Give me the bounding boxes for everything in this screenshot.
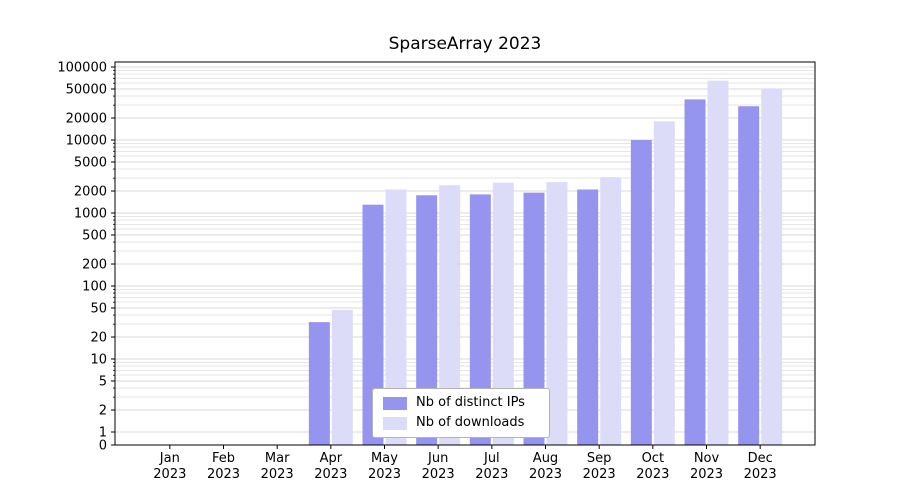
x-tick-label-month: Jun xyxy=(427,451,448,466)
x-tick-label-year: 2023 xyxy=(690,467,723,482)
bar-nb-of-distinct-ips-jul xyxy=(469,194,491,445)
x-tick-label-year: 2023 xyxy=(583,467,616,482)
y-tick-label: 200 xyxy=(82,258,107,273)
legend-item-distinct-ips: Nb of distinct IPs xyxy=(383,396,539,410)
x-tick-label-month: Feb xyxy=(212,451,235,466)
bar-nb-of-distinct-ips-aug xyxy=(523,192,545,445)
y-tick-label: 1 xyxy=(99,426,107,441)
chart-title: SparseArray 2023 xyxy=(388,34,542,54)
y-tick-label: 50000 xyxy=(66,82,107,97)
x-tick-label-month: Nov xyxy=(694,451,720,466)
legend: Nb of distinct IPs Nb of downloads xyxy=(372,388,550,438)
y-tick-label: 20000 xyxy=(66,112,107,127)
x-tick-label-month: Apr xyxy=(320,451,343,466)
bar-nb-of-downloads-nov xyxy=(707,80,729,446)
y-tick-label: 10000 xyxy=(66,134,107,149)
bar-nb-of-downloads-apr xyxy=(331,309,353,445)
y-tick-label: 20 xyxy=(90,331,107,346)
bar-nb-of-downloads-dec xyxy=(761,88,783,445)
y-tick-label: 50 xyxy=(90,301,107,316)
y-tick-label: 0 xyxy=(99,439,107,454)
legend-label-distinct-ips: Nb of distinct IPs xyxy=(416,395,525,410)
x-tick-label-year: 2023 xyxy=(314,467,347,482)
x-tick-label-month: Oct xyxy=(642,451,664,466)
x-tick-label-year: 2023 xyxy=(744,467,777,482)
x-tick-label-month: Mar xyxy=(265,451,290,466)
y-tick-label: 2000 xyxy=(74,185,107,200)
bar-nb-of-distinct-ips-oct xyxy=(630,140,652,445)
x-tick-label-year: 2023 xyxy=(529,467,562,482)
x-tick-label-year: 2023 xyxy=(153,467,186,482)
x-tick-label-year: 2023 xyxy=(261,467,294,482)
legend-item-downloads: Nb of downloads xyxy=(383,416,539,430)
y-tick-label: 5000 xyxy=(74,155,107,170)
y-tick-label: 2 xyxy=(99,404,107,419)
x-tick-label-month: May xyxy=(371,451,398,466)
x-tick-label-year: 2023 xyxy=(636,467,669,482)
axes-frame xyxy=(114,61,816,446)
bar-nb-of-distinct-ips-may xyxy=(362,204,384,445)
legend-label-downloads: Nb of downloads xyxy=(416,415,525,430)
bar-nb-of-downloads-jun xyxy=(439,185,461,446)
y-tick-label: 500 xyxy=(82,228,107,243)
x-tick-label-year: 2023 xyxy=(422,467,455,482)
bar-nb-of-distinct-ips-dec xyxy=(738,106,760,446)
x-tick-label-year: 2023 xyxy=(368,467,401,482)
y-tick-label: 100 xyxy=(82,280,107,295)
y-tick-label: 100000 xyxy=(57,61,107,76)
x-tick-label-month: Jan xyxy=(159,451,180,466)
bar-nb-of-distinct-ips-apr xyxy=(308,322,330,445)
x-tick-label-month: Aug xyxy=(533,451,558,466)
y-tick-label: 1000 xyxy=(74,207,107,222)
bar-nb-of-distinct-ips-sep xyxy=(577,189,599,445)
x-tick-label-month: Jul xyxy=(483,451,500,466)
x-tick-label-year: 2023 xyxy=(475,467,508,482)
legend-swatch-distinct-ips xyxy=(383,396,407,410)
bar-nb-of-distinct-ips-nov xyxy=(684,99,706,445)
bar-nb-of-downloads-jul xyxy=(492,182,514,445)
bar-nb-of-downloads-aug xyxy=(546,182,568,445)
bar-nb-of-downloads-oct xyxy=(653,121,675,445)
y-tick-label: 10 xyxy=(90,353,107,368)
x-tick-label-year: 2023 xyxy=(207,467,240,482)
x-tick-label-month: Sep xyxy=(587,451,612,466)
y-tick-label: 5 xyxy=(99,374,107,389)
x-tick-label-month: Dec xyxy=(748,451,773,466)
bar-nb-of-downloads-may xyxy=(385,189,407,445)
bar-nb-of-distinct-ips-jun xyxy=(416,195,438,445)
legend-swatch-downloads xyxy=(383,416,407,430)
bar-nb-of-downloads-sep xyxy=(600,177,622,445)
